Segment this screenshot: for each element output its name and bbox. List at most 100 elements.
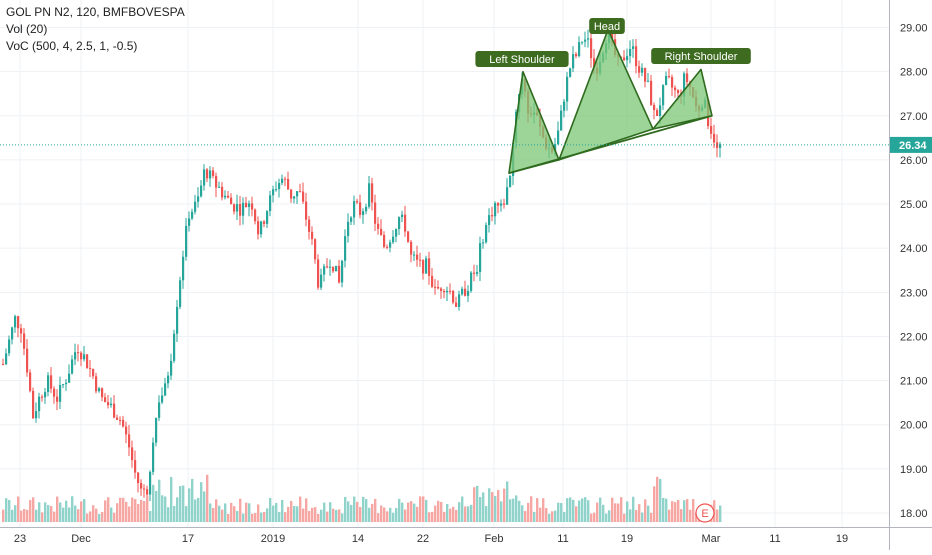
volume-bar — [596, 502, 599, 522]
volume-bar — [311, 507, 314, 522]
volume-bar — [242, 513, 245, 522]
candle-body — [332, 266, 335, 272]
candle-body — [413, 254, 416, 256]
candle-body — [119, 419, 122, 421]
candle-body — [131, 447, 134, 461]
volume-bar — [527, 502, 530, 522]
candle-body — [134, 460, 137, 473]
candle-body — [185, 225, 188, 257]
candle-body — [362, 211, 365, 215]
candle-body — [581, 41, 584, 43]
candle-body — [287, 178, 290, 190]
volume-bar — [656, 476, 659, 522]
volume-bar — [662, 497, 665, 522]
x-tick-label: 14 — [352, 533, 364, 545]
candle-body — [29, 372, 32, 391]
volume-bar — [41, 512, 44, 522]
earnings-marker[interactable] — [695, 503, 715, 523]
candle-body — [380, 228, 383, 235]
candle-body — [347, 221, 350, 237]
volume-bar — [401, 502, 404, 522]
candle-body — [5, 353, 8, 365]
candle-body — [149, 471, 152, 495]
neckline — [508, 114, 713, 175]
volume-bar — [362, 496, 365, 522]
candle-body — [494, 203, 497, 217]
volume-bar — [383, 507, 386, 522]
candle-body — [482, 242, 485, 244]
volume-bar — [410, 501, 413, 522]
candle-body — [650, 80, 653, 105]
candle-body — [80, 352, 83, 360]
volume-bar — [590, 513, 593, 522]
candle-body — [152, 442, 155, 472]
volume-bar — [209, 503, 212, 522]
volume-bar — [641, 512, 644, 522]
volume-bar — [140, 499, 143, 522]
volume-bar — [683, 500, 686, 522]
candle-body — [485, 225, 488, 243]
volume-bar — [341, 513, 344, 522]
volume-indicator-label: Vol (20) — [6, 22, 48, 36]
x-tick-label: 19 — [836, 533, 848, 545]
volume-bar — [260, 512, 263, 522]
volume-bar — [29, 500, 32, 522]
y-tick-label: 28.00 — [900, 67, 928, 79]
candle-body — [263, 221, 266, 224]
candle-body — [623, 57, 626, 61]
y-tick-label: 25.00 — [900, 199, 928, 211]
candle-body — [338, 265, 341, 283]
candle-body — [455, 302, 458, 307]
volume-bar — [137, 504, 140, 522]
volume-bar — [470, 504, 473, 522]
volume-bar — [80, 501, 83, 522]
volume-bar — [539, 507, 542, 522]
volume-bar — [377, 513, 380, 522]
volume-bar — [692, 499, 695, 522]
candle-body — [416, 254, 419, 260]
x-tick-label: 17 — [182, 533, 194, 545]
candle-body — [110, 403, 113, 406]
head-label-background — [589, 18, 625, 34]
candle-body — [422, 260, 425, 274]
volume-bar — [536, 498, 539, 522]
volume-bar — [593, 512, 596, 522]
volume-bar — [653, 486, 656, 522]
volume-bar — [110, 507, 113, 522]
candle-body — [437, 286, 440, 289]
x-tick-label: 11 — [769, 533, 780, 545]
candle-body — [53, 388, 56, 397]
volume-bar — [89, 511, 92, 522]
earnings-marker-label: E — [701, 508, 708, 520]
volume-bar — [14, 505, 17, 522]
volume-bar — [320, 509, 323, 522]
candle-body — [425, 258, 428, 274]
candle-body — [167, 375, 170, 384]
candle-body — [104, 397, 107, 403]
candle-body — [470, 272, 473, 291]
volume-bar — [542, 498, 545, 522]
volume-bar — [86, 513, 89, 522]
volume-bar — [92, 505, 95, 522]
volume-bar — [386, 511, 389, 522]
volume-bar — [530, 496, 533, 522]
last-price-tag — [890, 136, 932, 153]
candle-body — [305, 201, 308, 220]
volume-bar — [350, 504, 353, 522]
candle-body — [14, 316, 17, 328]
candle-body — [182, 256, 185, 281]
candle-body — [230, 197, 233, 205]
volume-bar — [503, 488, 506, 522]
volume-bar — [455, 509, 458, 522]
volume-bar — [269, 497, 272, 522]
candle-body — [215, 175, 218, 188]
volume-bar — [650, 512, 653, 522]
volume-bar — [602, 504, 605, 522]
candle-body — [164, 383, 167, 396]
volume-bar — [194, 499, 197, 522]
candle-body — [377, 223, 380, 229]
volume-bar — [323, 502, 326, 522]
candle-body — [41, 396, 44, 398]
volume-bar — [299, 496, 302, 522]
